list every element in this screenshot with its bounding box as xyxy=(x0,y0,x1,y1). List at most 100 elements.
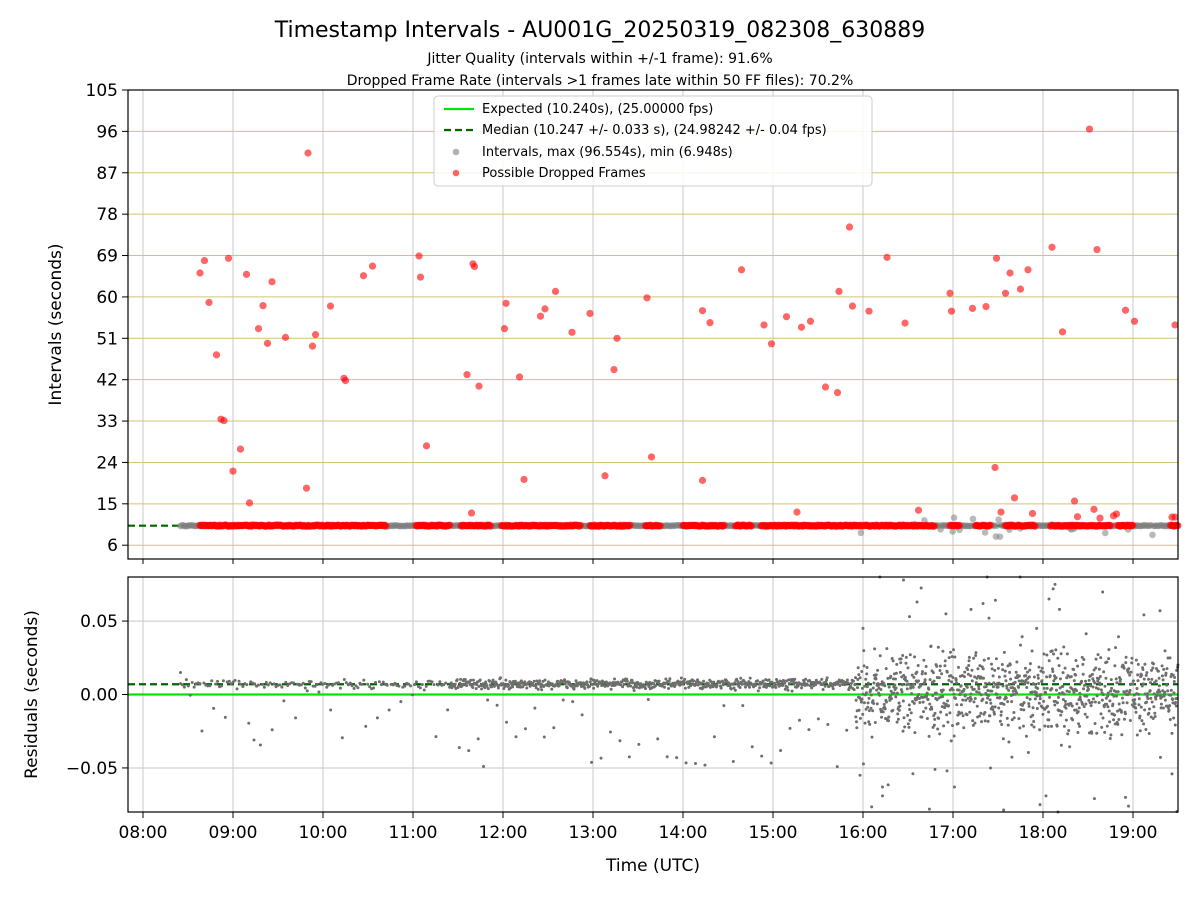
residual-point xyxy=(1065,652,1069,656)
residual-point xyxy=(1156,669,1160,673)
residual-point xyxy=(858,676,862,680)
residual-point xyxy=(944,612,948,616)
residual-point xyxy=(1038,728,1042,732)
residual-point xyxy=(1040,666,1044,670)
residual-point xyxy=(233,678,237,682)
dropped-frame-point xyxy=(470,262,479,271)
residual-point xyxy=(264,681,268,685)
residual-point xyxy=(1138,729,1142,733)
interval-point xyxy=(950,514,958,521)
residual-point xyxy=(902,673,906,677)
residual-point xyxy=(430,680,434,684)
dropped-frame-point xyxy=(1048,243,1056,251)
intervals-plot-frame xyxy=(127,89,1179,560)
residual-point xyxy=(1173,675,1177,679)
residual-point xyxy=(997,706,1001,710)
residual-point xyxy=(909,711,913,715)
dropped-frame-point xyxy=(821,383,830,391)
residual-point xyxy=(599,756,603,760)
residual-point xyxy=(1012,710,1016,714)
residual-point xyxy=(1109,689,1113,693)
residual-outlier-point xyxy=(861,626,865,630)
dropped-frame-point xyxy=(302,484,311,492)
residual-point xyxy=(718,681,722,685)
residual-point xyxy=(854,676,857,680)
residuals-y-tick-label: −0.05 xyxy=(66,759,118,779)
residual-point xyxy=(1010,700,1014,704)
residual-point xyxy=(854,720,858,724)
residual-point xyxy=(941,695,945,699)
residual-point xyxy=(1166,689,1170,693)
residual-point xyxy=(375,716,379,720)
intervals-y-tick-label: 78 xyxy=(96,205,118,225)
residual-outlier-point xyxy=(1127,804,1130,808)
residual-point xyxy=(867,709,871,713)
legend-median-label: Median (10.247 +/- 0.033 s), (24.98242 +… xyxy=(482,123,827,138)
residual-point xyxy=(368,685,372,689)
residual-point xyxy=(1165,667,1169,671)
residual-point xyxy=(876,668,880,672)
residual-point xyxy=(484,680,488,684)
residual-point xyxy=(1144,673,1148,677)
residual-point xyxy=(1090,731,1094,735)
residual-point xyxy=(1117,702,1121,706)
residual-point xyxy=(622,682,626,686)
residual-point xyxy=(1171,673,1175,677)
interval-point xyxy=(1101,529,1109,537)
residual-point xyxy=(257,683,260,687)
residual-point xyxy=(1104,696,1108,700)
residual-point xyxy=(534,686,538,690)
residual-point xyxy=(903,725,907,729)
residual-point xyxy=(1020,635,1024,639)
residual-point xyxy=(1100,725,1104,729)
residual-point xyxy=(942,701,946,705)
dropped-frame-point xyxy=(368,262,377,270)
residual-point xyxy=(742,679,746,683)
dropped-frame-point xyxy=(467,509,476,517)
residual-point xyxy=(969,674,973,678)
dropped-frame-band-point xyxy=(1129,521,1137,529)
residual-point xyxy=(865,666,869,670)
residual-point xyxy=(1025,696,1029,700)
residual-point xyxy=(379,683,383,687)
residual-point xyxy=(893,677,897,681)
dropped-frame-band-point xyxy=(486,522,494,530)
residual-point xyxy=(1173,723,1177,727)
residual-outlier-point xyxy=(989,766,992,770)
residual-point xyxy=(886,783,890,787)
residual-point xyxy=(1048,695,1052,699)
residual-point xyxy=(504,678,508,682)
dropped-frame-point xyxy=(220,416,228,425)
residual-point xyxy=(729,687,733,691)
residual-point xyxy=(1072,679,1076,683)
residual-point xyxy=(1048,674,1052,678)
residual-point xyxy=(1108,720,1112,724)
residual-point xyxy=(991,708,995,712)
residual-point xyxy=(1096,653,1100,657)
residual-point xyxy=(970,679,974,683)
residual-point xyxy=(502,687,506,691)
residual-outlier-point xyxy=(1044,794,1048,798)
residual-point xyxy=(1113,713,1117,717)
dropped-frame-point xyxy=(551,287,560,295)
dropped-frame-point xyxy=(1024,266,1032,274)
residual-point xyxy=(1155,693,1159,697)
residual-point xyxy=(1161,678,1165,682)
residual-point xyxy=(1004,696,1008,700)
residual-point xyxy=(336,681,340,685)
residual-point xyxy=(897,701,901,705)
dropped-frame-point xyxy=(1058,328,1067,336)
residual-point xyxy=(890,657,894,661)
residual-point xyxy=(229,682,233,686)
residual-point xyxy=(986,719,990,723)
residual-point xyxy=(1067,729,1071,733)
residual-point xyxy=(1172,716,1176,720)
residual-point xyxy=(486,698,490,702)
residual-point xyxy=(1090,672,1094,676)
dropped-frame-point xyxy=(806,317,815,325)
residual-point xyxy=(507,683,511,687)
residual-point xyxy=(646,698,650,702)
dropped-frame-point xyxy=(1073,513,1082,521)
residual-point xyxy=(1110,686,1114,690)
residual-point xyxy=(1063,666,1067,670)
